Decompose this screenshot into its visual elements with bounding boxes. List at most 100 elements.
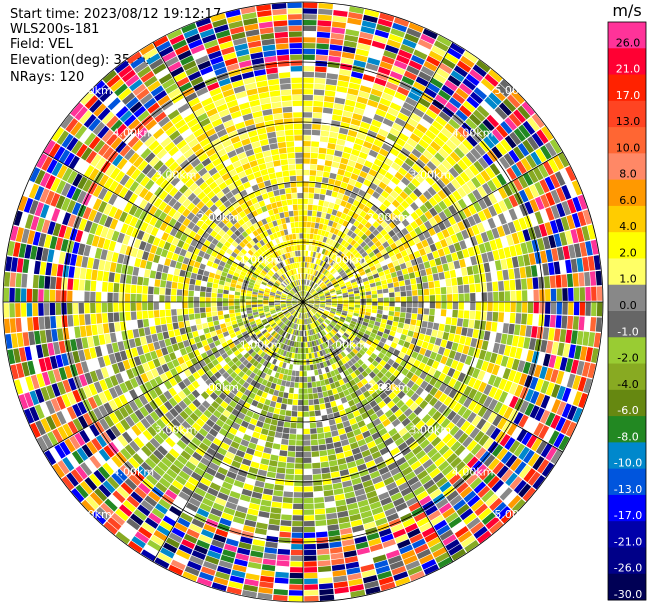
velocity-cell bbox=[149, 453, 161, 465]
velocity-cell bbox=[343, 355, 350, 363]
velocity-cell bbox=[16, 258, 24, 273]
velocity-cell bbox=[175, 475, 187, 486]
velocity-cell bbox=[437, 221, 447, 231]
velocity-cell bbox=[568, 344, 576, 359]
velocity-cell bbox=[253, 394, 261, 402]
velocity-cell bbox=[393, 17, 410, 27]
velocity-cell bbox=[237, 469, 248, 478]
velocity-cell bbox=[240, 439, 250, 447]
velocity-cell bbox=[288, 315, 293, 321]
velocity-cell bbox=[452, 201, 462, 212]
velocity-cell bbox=[303, 330, 305, 337]
velocity-cell bbox=[249, 556, 263, 564]
velocity-cell bbox=[311, 451, 320, 457]
velocity-cell bbox=[340, 246, 346, 253]
velocity-cell bbox=[218, 314, 224, 320]
velocity-cell bbox=[540, 145, 552, 160]
velocity-cell bbox=[318, 374, 324, 381]
velocity-cell bbox=[310, 281, 315, 287]
velocity-cell bbox=[447, 75, 462, 87]
velocity-cell bbox=[211, 288, 218, 293]
velocity-cell bbox=[509, 346, 517, 358]
velocity-cell bbox=[357, 223, 365, 231]
velocity-cell bbox=[195, 432, 205, 442]
velocity-cell bbox=[323, 311, 329, 315]
velocity-cell bbox=[342, 376, 349, 384]
velocity-cell bbox=[270, 419, 278, 426]
velocity-cell bbox=[498, 248, 506, 260]
velocity-cell bbox=[431, 45, 446, 57]
velocity-cell bbox=[303, 169, 310, 176]
velocity-cell bbox=[509, 476, 523, 490]
velocity-cell bbox=[151, 507, 165, 520]
velocity-cell bbox=[305, 291, 308, 297]
velocity-cell bbox=[124, 284, 131, 293]
velocity-cell bbox=[587, 224, 596, 240]
velocity-cell bbox=[333, 581, 349, 589]
velocity-cell bbox=[566, 198, 577, 214]
velocity-cell bbox=[132, 453, 144, 465]
velocity-cell bbox=[191, 492, 204, 502]
velocity-cell bbox=[197, 482, 209, 492]
velocity-cell bbox=[336, 373, 343, 381]
velocity-cell bbox=[408, 324, 416, 332]
velocity-cell bbox=[329, 541, 342, 549]
velocity-cell bbox=[437, 163, 448, 175]
velocity-cell bbox=[476, 222, 486, 234]
velocity-cell bbox=[179, 269, 186, 277]
velocity-cell bbox=[584, 316, 591, 331]
velocity-cell bbox=[445, 254, 453, 263]
velocity-cell bbox=[309, 288, 314, 294]
velocity-cell bbox=[349, 513, 362, 522]
velocity-cell bbox=[548, 327, 555, 341]
velocity-cell bbox=[455, 417, 466, 429]
velocity-cell bbox=[285, 363, 290, 370]
velocity-cell bbox=[421, 254, 429, 263]
velocity-cell bbox=[488, 92, 502, 106]
velocity-cell bbox=[476, 418, 487, 430]
velocity-cell bbox=[467, 494, 481, 508]
velocity-cell bbox=[144, 457, 157, 469]
velocity-cell bbox=[416, 123, 428, 134]
velocity-cell bbox=[319, 588, 334, 596]
velocity-cell bbox=[473, 526, 488, 539]
velocity-cell bbox=[209, 414, 219, 423]
velocity-cell bbox=[199, 291, 206, 297]
velocity-cell bbox=[104, 333, 112, 344]
velocity-cell bbox=[526, 277, 533, 290]
velocity-cell bbox=[318, 2, 334, 10]
velocity-cell bbox=[382, 418, 391, 427]
velocity-cell bbox=[32, 274, 39, 289]
velocity-cell bbox=[288, 314, 293, 320]
velocity-cell bbox=[405, 284, 412, 291]
velocity-cell bbox=[297, 353, 301, 360]
velocity-cell bbox=[200, 312, 207, 319]
velocity-cell bbox=[346, 93, 358, 102]
velocity-cell bbox=[214, 371, 222, 379]
velocity-cell bbox=[570, 228, 579, 244]
velocity-cell bbox=[108, 322, 115, 333]
velocity-cell bbox=[358, 151, 368, 160]
velocity-cell bbox=[124, 302, 131, 312]
velocity-cell bbox=[380, 337, 387, 344]
velocity-cell bbox=[462, 100, 476, 113]
velocity-cell bbox=[341, 325, 348, 330]
velocity-cell bbox=[442, 534, 457, 546]
velocity-cell bbox=[448, 399, 458, 410]
velocity-cell bbox=[561, 403, 572, 418]
velocity-cell bbox=[473, 481, 487, 494]
velocity-cell bbox=[487, 292, 493, 302]
velocity-cell bbox=[493, 291, 499, 302]
velocity-cell bbox=[138, 433, 149, 445]
velocity-cell bbox=[438, 200, 448, 211]
velocity-cell bbox=[267, 530, 279, 537]
velocity-cell bbox=[390, 242, 398, 250]
velocity-cell bbox=[298, 307, 301, 313]
velocity-cell bbox=[401, 162, 411, 172]
velocity-cell bbox=[382, 288, 389, 294]
velocity-cell bbox=[372, 418, 382, 427]
velocity-cell bbox=[585, 347, 594, 362]
velocity-cell bbox=[328, 252, 334, 259]
velocity-cell bbox=[184, 566, 200, 577]
velocity-cell bbox=[243, 415, 252, 423]
